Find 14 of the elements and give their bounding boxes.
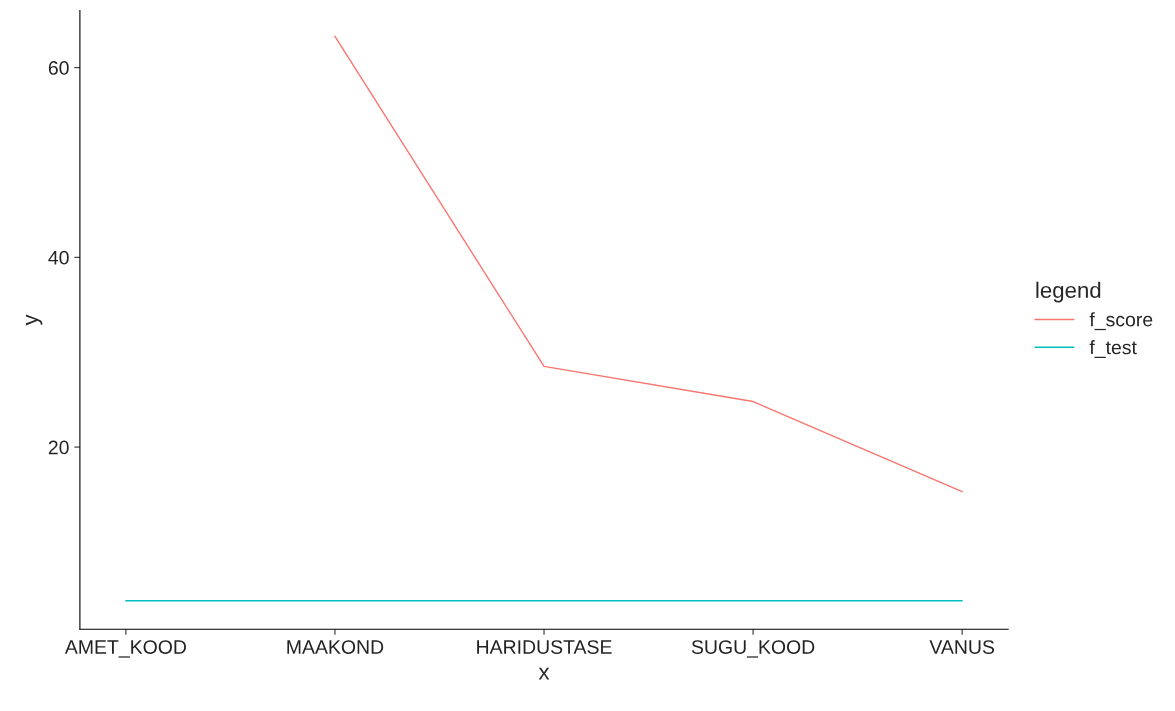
x-tick-label: SUGU_KOOD xyxy=(691,640,815,658)
legend-label: f_test xyxy=(1089,340,1137,358)
x-axis-title: x xyxy=(538,667,550,680)
line-series xyxy=(334,35,963,493)
y-tick-label: 60 xyxy=(48,61,69,75)
y-tick-label: 40 xyxy=(48,250,69,265)
legend-label: f_score xyxy=(1089,312,1153,331)
x-tick-label: HARIDUSTASE xyxy=(477,640,612,654)
y-axis-title: y xyxy=(25,314,43,326)
legend-title: legend xyxy=(1036,281,1101,303)
x-tick-label: AMET_KOOD xyxy=(64,640,187,658)
y-tick-label: 20 xyxy=(48,440,69,455)
x-tick-label: MAAKOND xyxy=(287,640,384,654)
x-tick-label: VANUS xyxy=(929,640,995,654)
